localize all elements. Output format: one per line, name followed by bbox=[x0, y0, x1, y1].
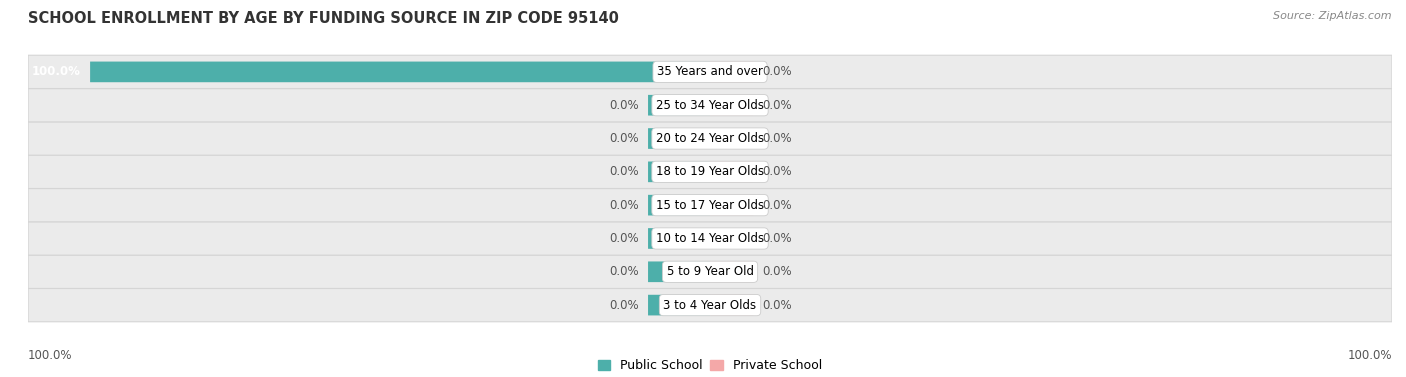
FancyBboxPatch shape bbox=[710, 61, 754, 82]
Legend: Public School, Private School: Public School, Private School bbox=[593, 354, 827, 377]
FancyBboxPatch shape bbox=[710, 128, 754, 149]
Text: Source: ZipAtlas.com: Source: ZipAtlas.com bbox=[1274, 11, 1392, 21]
FancyBboxPatch shape bbox=[648, 95, 710, 115]
Text: 20 to 24 Year Olds: 20 to 24 Year Olds bbox=[657, 132, 763, 145]
Text: 15 to 17 Year Olds: 15 to 17 Year Olds bbox=[657, 199, 763, 211]
Text: 0.0%: 0.0% bbox=[762, 265, 793, 278]
Text: 100.0%: 100.0% bbox=[28, 349, 73, 362]
Text: 100.0%: 100.0% bbox=[1347, 349, 1392, 362]
FancyBboxPatch shape bbox=[28, 288, 1392, 322]
Text: 0.0%: 0.0% bbox=[609, 265, 638, 278]
Text: 0.0%: 0.0% bbox=[762, 299, 793, 312]
Text: 100.0%: 100.0% bbox=[32, 65, 80, 78]
Text: 0.0%: 0.0% bbox=[609, 299, 638, 312]
Text: 0.0%: 0.0% bbox=[609, 232, 638, 245]
FancyBboxPatch shape bbox=[648, 295, 710, 316]
Text: 0.0%: 0.0% bbox=[609, 199, 638, 211]
FancyBboxPatch shape bbox=[710, 228, 754, 249]
FancyBboxPatch shape bbox=[648, 128, 710, 149]
Text: 0.0%: 0.0% bbox=[762, 99, 793, 112]
Text: 0.0%: 0.0% bbox=[609, 132, 638, 145]
FancyBboxPatch shape bbox=[28, 89, 1392, 122]
FancyBboxPatch shape bbox=[648, 262, 710, 282]
FancyBboxPatch shape bbox=[648, 195, 710, 216]
FancyBboxPatch shape bbox=[648, 161, 710, 182]
FancyBboxPatch shape bbox=[710, 262, 754, 282]
Text: 0.0%: 0.0% bbox=[762, 166, 793, 178]
FancyBboxPatch shape bbox=[28, 188, 1392, 222]
Text: 35 Years and over: 35 Years and over bbox=[657, 65, 763, 78]
FancyBboxPatch shape bbox=[28, 255, 1392, 288]
Text: 0.0%: 0.0% bbox=[762, 199, 793, 211]
Text: 0.0%: 0.0% bbox=[609, 166, 638, 178]
FancyBboxPatch shape bbox=[28, 155, 1392, 188]
FancyBboxPatch shape bbox=[28, 122, 1392, 155]
Text: 3 to 4 Year Olds: 3 to 4 Year Olds bbox=[664, 299, 756, 312]
FancyBboxPatch shape bbox=[648, 228, 710, 249]
FancyBboxPatch shape bbox=[710, 295, 754, 316]
Text: 0.0%: 0.0% bbox=[762, 65, 793, 78]
Text: SCHOOL ENROLLMENT BY AGE BY FUNDING SOURCE IN ZIP CODE 95140: SCHOOL ENROLLMENT BY AGE BY FUNDING SOUR… bbox=[28, 11, 619, 26]
FancyBboxPatch shape bbox=[710, 95, 754, 115]
Text: 18 to 19 Year Olds: 18 to 19 Year Olds bbox=[657, 166, 763, 178]
FancyBboxPatch shape bbox=[710, 161, 754, 182]
FancyBboxPatch shape bbox=[710, 195, 754, 216]
Text: 25 to 34 Year Olds: 25 to 34 Year Olds bbox=[657, 99, 763, 112]
FancyBboxPatch shape bbox=[28, 55, 1392, 89]
Text: 10 to 14 Year Olds: 10 to 14 Year Olds bbox=[657, 232, 763, 245]
FancyBboxPatch shape bbox=[28, 222, 1392, 255]
Text: 0.0%: 0.0% bbox=[762, 232, 793, 245]
Text: 0.0%: 0.0% bbox=[762, 132, 793, 145]
Text: 0.0%: 0.0% bbox=[609, 99, 638, 112]
FancyBboxPatch shape bbox=[90, 61, 710, 82]
Text: 5 to 9 Year Old: 5 to 9 Year Old bbox=[666, 265, 754, 278]
